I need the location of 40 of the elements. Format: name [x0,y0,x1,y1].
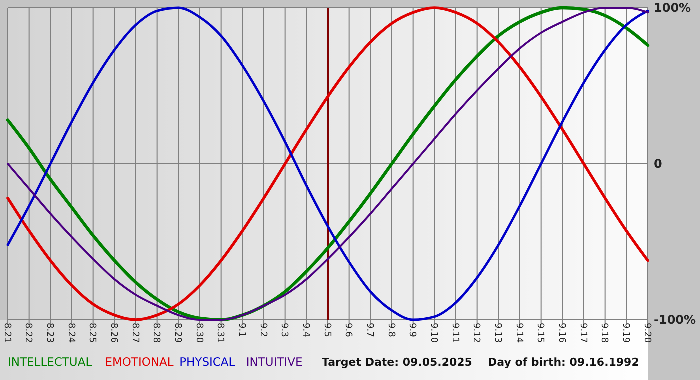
x-tick-label: 9.4 [300,323,311,338]
x-tick-label: 9.17 [578,323,588,344]
x-tick-label: 8.21 [2,323,12,344]
x-tick-label: 9.15 [535,323,546,344]
x-tick-label: 8.27 [130,323,140,344]
x-tick-label: 9.2 [258,323,268,338]
text: INTELLECTUAL [8,355,93,369]
x-tick-label: 9.13 [492,323,503,344]
x-tick-label: 8.30 [194,323,204,344]
text: PHYSICAL [180,355,236,369]
x-tick-label: 9.1 [236,323,247,338]
x-tick-label: 9.16 [556,323,567,344]
x-tick-label: 8.23 [44,323,55,344]
text: EMOTIONAL [105,355,174,369]
x-tick-label: 8.25 [87,323,98,344]
y-tick-label: 0 [654,157,662,172]
x-tick-label: 9.20 [642,323,652,344]
x-tick-label: 8.29 [172,323,183,344]
text: Target Date: 09.05.2025 [322,356,472,369]
x-tick-label: 9.3 [279,323,290,338]
y-tick-label: 100% [654,1,692,16]
x-tick-label: 9.12 [471,323,482,344]
x-tick-label: 8.28 [151,323,162,344]
x-tick-label: 9.9 [407,323,418,338]
x-tick-label: 9.14 [514,323,524,344]
x-tick-label: 8.22 [23,323,34,344]
x-tick-label: 8.24 [66,323,76,344]
text: INTUITIVE [246,355,303,369]
x-tick-label: 9.18 [599,323,610,344]
y-tick-label: -100% [654,313,696,328]
x-tick-label: 9.11 [450,323,460,344]
text: Day of birth: 09.16.1992 [488,356,640,369]
x-tick-label: 9.6 [343,323,354,338]
x-tick-label: 8.26 [108,323,119,344]
x-tick-label: 8.31 [215,323,226,344]
x-tick-label: 9.19 [620,323,631,344]
x-tick-label: 9.8 [386,323,396,338]
x-tick-label: 9.7 [364,323,375,338]
x-tick-label: 9.10 [428,323,439,344]
x-tick-label: 9.5 [322,323,332,338]
